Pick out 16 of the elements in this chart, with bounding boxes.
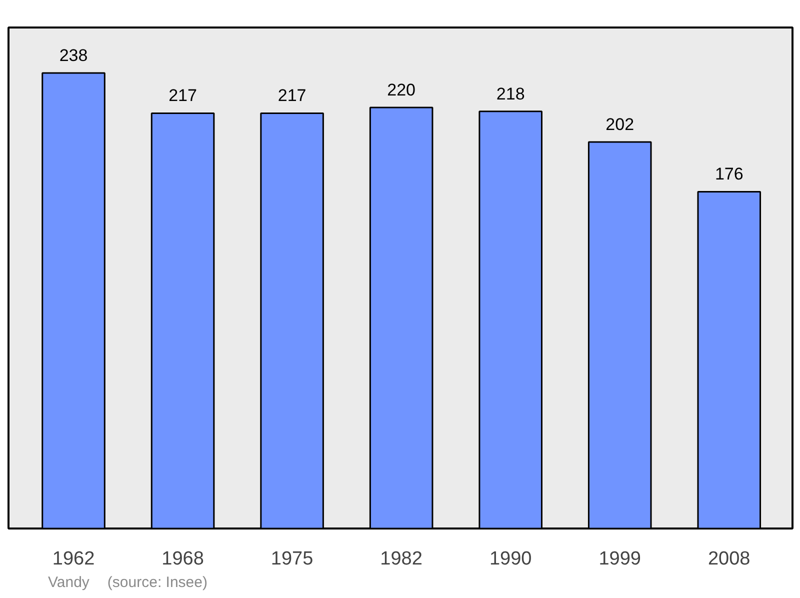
data-label: 218 — [496, 84, 525, 104]
text: (source: Insee) — [107, 574, 208, 591]
data-label: 202 — [606, 114, 634, 134]
data-label: 217 — [278, 86, 306, 106]
x-tick-label: 1990 — [489, 548, 532, 570]
data-label: 220 — [387, 80, 416, 100]
x-tick-label: 1968 — [162, 548, 204, 570]
data-label: 217 — [168, 86, 197, 106]
x-tick-label: 1982 — [380, 548, 422, 570]
x-tick-label: 2008 — [708, 548, 750, 570]
text: Vandy — [48, 574, 90, 591]
x-tick-label: 1975 — [270, 548, 314, 570]
data-label: 176 — [714, 164, 744, 184]
data-label: 238 — [59, 46, 88, 66]
x-tick-label: 1999 — [598, 548, 642, 570]
x-tick-label: 1962 — [52, 548, 95, 570]
